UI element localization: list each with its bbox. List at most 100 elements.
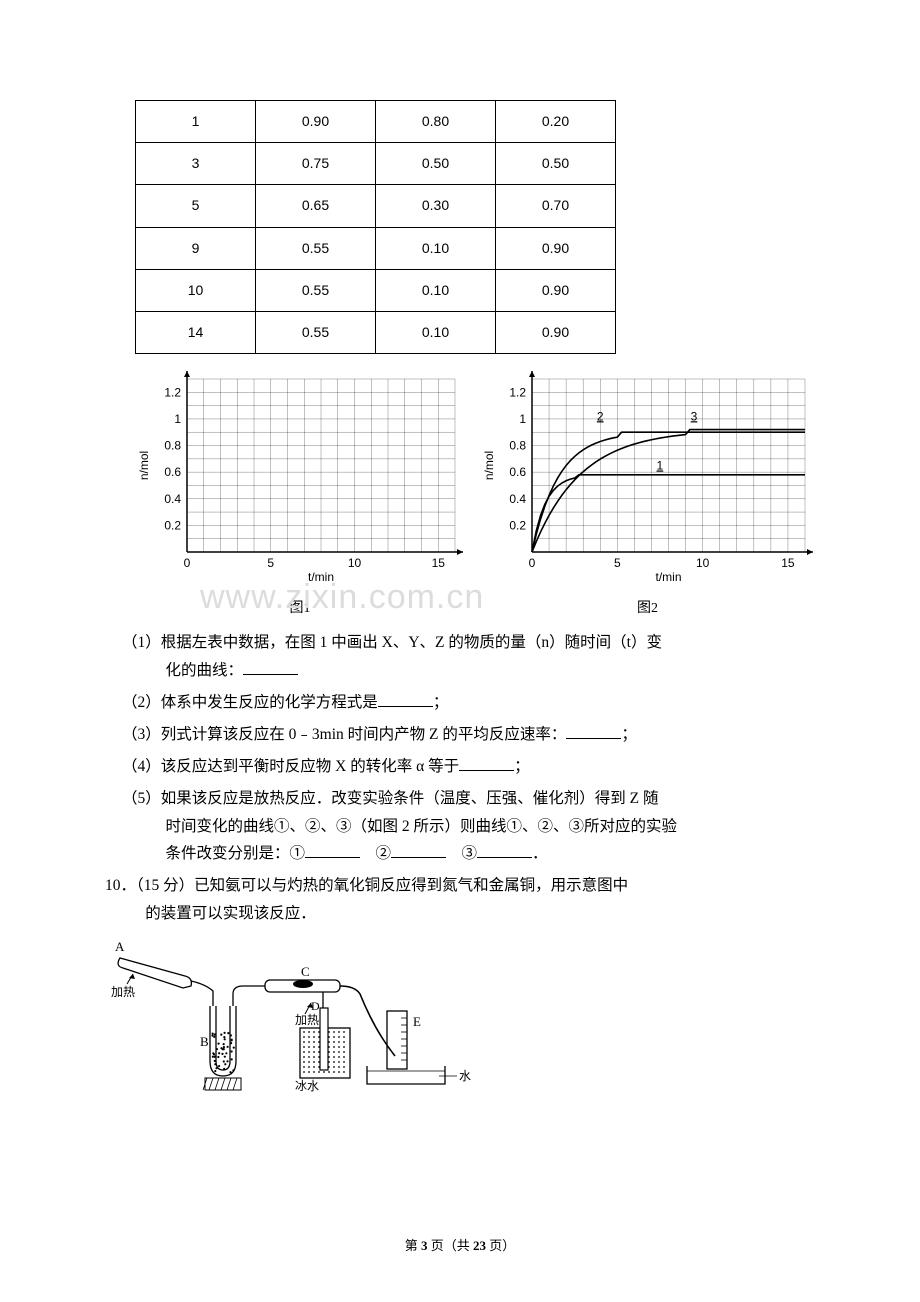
svg-text:1: 1 [519, 412, 526, 426]
table-cell: 0.90 [496, 227, 616, 269]
svg-text:加热: 加热 [111, 985, 135, 999]
svg-text:t/min: t/min [308, 570, 334, 584]
q5-line2: 时间变化的曲线①、②、③（如图 2 所示）则曲线①、②、③所对应的实验 [148, 813, 815, 841]
svg-text:冰水: 冰水 [295, 1079, 319, 1093]
svg-text:0.4: 0.4 [164, 492, 181, 506]
svg-text:0: 0 [184, 556, 191, 570]
table-cell: 0.10 [376, 311, 496, 353]
q4-text: （4）该反应达到平衡时反应物 X 的转化率 α 等于 [122, 758, 459, 775]
q5-mid2: ③ [446, 845, 477, 862]
q4-tail: ； [514, 758, 530, 775]
svg-text:A: A [115, 939, 125, 954]
svg-text:B: B [200, 1034, 209, 1049]
q5-pre: 条件改变分别是：① [165, 845, 305, 862]
table-cell: 0.75 [256, 143, 376, 185]
table-row: 10.900.800.20 [136, 101, 616, 143]
table-cell: 0.80 [376, 101, 496, 143]
apparatus-diagram: A加热BCD加热冰水E水 [105, 936, 815, 1106]
table-cell: 0.10 [376, 227, 496, 269]
q2-blank [378, 690, 433, 707]
q2-text: （2）体系中发生反应的化学方程式是 [122, 694, 378, 711]
q5-blank1 [305, 841, 360, 858]
svg-text:1: 1 [657, 459, 664, 473]
svg-text:1.2: 1.2 [164, 385, 181, 399]
q1: （1）根据左表中数据，在图 1 中画出 X、Y、Z 的物质的量（n）随时间（t）… [105, 629, 815, 685]
footer-post: 页） [486, 1238, 515, 1253]
q3-text: （3）列式计算该反应在 0﹣3min 时间内产物 Z 的平均反应速率： [122, 726, 566, 743]
q5-mid1: ② [360, 845, 391, 862]
svg-text:0: 0 [529, 556, 536, 570]
svg-text:t/min: t/min [655, 570, 681, 584]
q10: 10．（15 分）已知氨可以与灼热的氧化铜反应得到氮气和金属铜，用示意图中 的装… [105, 872, 815, 928]
chart1-caption: 图1 [135, 596, 465, 621]
table-cell: 0.50 [376, 143, 496, 185]
table-row: 100.550.100.90 [136, 269, 616, 311]
footer-pre: 第 [405, 1238, 421, 1253]
q5-tail: ． [532, 845, 548, 862]
svg-text:D: D [311, 999, 320, 1013]
svg-text:1: 1 [174, 412, 181, 426]
q1-line2: 化的曲线： [165, 662, 243, 679]
q10-line2: 的装置可以实现该反应． [145, 900, 815, 928]
q2-tail: ； [433, 694, 449, 711]
table-cell: 3 [136, 143, 256, 185]
q5-blank3 [477, 841, 532, 858]
table-cell: 0.55 [256, 311, 376, 353]
q3-blank [566, 722, 621, 739]
table-row: 30.750.500.50 [136, 143, 616, 185]
svg-text:0.2: 0.2 [164, 519, 181, 533]
table-cell: 0.55 [256, 269, 376, 311]
table-row: 90.550.100.90 [136, 227, 616, 269]
table-cell: 0.70 [496, 185, 616, 227]
table-cell: 1 [136, 101, 256, 143]
page-footer: 第 3 页（共 23 页） [0, 1234, 920, 1257]
table-cell: 0.65 [256, 185, 376, 227]
chart2-wrap: 0510150.20.40.60.811.2t/minn/mol123 图2 [480, 369, 815, 621]
svg-text:15: 15 [781, 556, 795, 570]
table-cell: 5 [136, 185, 256, 227]
table-cell: 0.10 [376, 269, 496, 311]
q3: （3）列式计算该反应在 0﹣3min 时间内产物 Z 的平均反应速率： ； [105, 721, 815, 749]
table-cell: 0.90 [256, 101, 376, 143]
svg-text:E: E [413, 1014, 421, 1029]
table-cell: 9 [136, 227, 256, 269]
svg-text:0.6: 0.6 [164, 465, 181, 479]
q1-line1: （1）根据左表中数据，在图 1 中画出 X、Y、Z 的物质的量（n）随时间（t）… [122, 634, 662, 651]
q5: （5）如果该反应是放热反应．改变实验条件（温度、压强、催化剂）得到 Z 随 时间… [105, 785, 815, 869]
q10-line1: 10．（15 分）已知氨可以与灼热的氧化铜反应得到氮气和金属铜，用示意图中 [105, 877, 628, 894]
footer-mid: 页（共 [427, 1238, 473, 1253]
table-cell: 0.20 [496, 101, 616, 143]
svg-text:0.8: 0.8 [509, 439, 526, 453]
svg-text:加热: 加热 [295, 1013, 319, 1027]
svg-text:0.8: 0.8 [164, 439, 181, 453]
svg-text:0.4: 0.4 [509, 492, 526, 506]
q5-line1: （5）如果该反应是放热反应．改变实验条件（温度、压强、催化剂）得到 Z 随 [122, 790, 658, 807]
q2: （2）体系中发生反应的化学方程式是 ； [105, 689, 815, 717]
svg-text:C: C [301, 964, 310, 979]
table-row: 50.650.300.70 [136, 185, 616, 227]
chart2: 0510150.20.40.60.811.2t/minn/mol123 [480, 369, 815, 584]
charts-row: 0510150.20.40.60.811.2t/minn/mol 图1 0510… [135, 369, 815, 621]
chart1: 0510150.20.40.60.811.2t/minn/mol [135, 369, 465, 584]
svg-text:2: 2 [597, 409, 604, 423]
q4: （4）该反应达到平衡时反应物 X 的转化率 α 等于 ； [105, 753, 815, 781]
q3-tail: ； [621, 726, 637, 743]
chart2-caption: 图2 [480, 596, 815, 621]
svg-text:n/mol: n/mol [137, 451, 151, 480]
footer-total: 23 [473, 1238, 486, 1253]
table-cell: 0.50 [496, 143, 616, 185]
svg-text:10: 10 [696, 556, 710, 570]
table-cell: 14 [136, 311, 256, 353]
table-cell: 10 [136, 269, 256, 311]
table-cell: 0.30 [376, 185, 496, 227]
table-cell: 0.90 [496, 311, 616, 353]
svg-text:n/mol: n/mol [482, 451, 496, 480]
svg-text:0.2: 0.2 [509, 519, 526, 533]
svg-text:3: 3 [691, 409, 698, 423]
svg-text:5: 5 [267, 556, 274, 570]
q1-blank [243, 658, 298, 675]
table-cell: 0.90 [496, 269, 616, 311]
svg-text:水: 水 [459, 1069, 471, 1083]
q4-blank [459, 754, 514, 771]
table-row: 140.550.100.90 [136, 311, 616, 353]
